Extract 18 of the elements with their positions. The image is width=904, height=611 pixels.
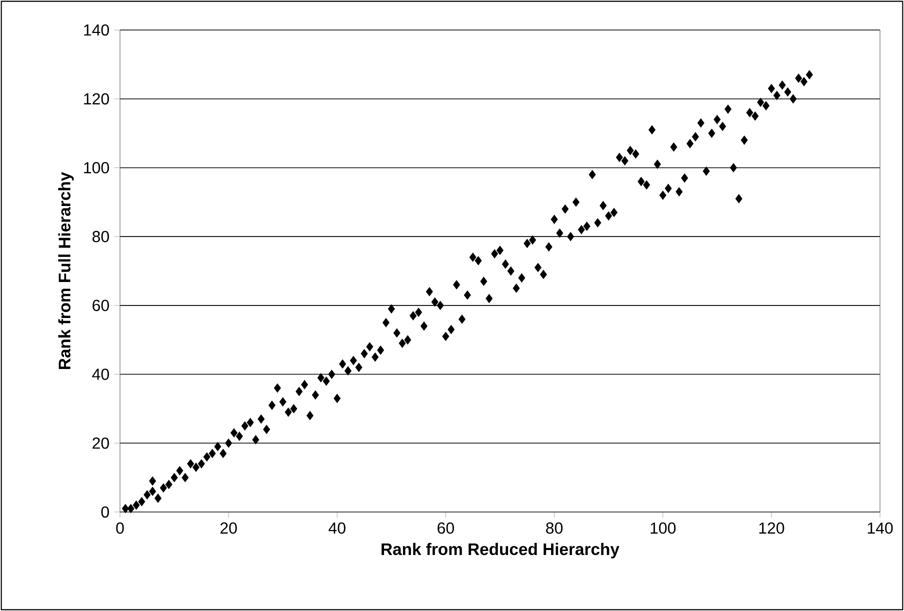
x-tick-label: 100 [650,522,676,534]
x-tick-label: 140 [868,522,893,534]
x-tick-label: 40 [328,522,346,534]
y-tick-label: 80 [92,230,109,242]
y-tick-label: 140 [84,24,109,36]
y-tick-label: 40 [92,368,109,380]
x-tick-label: 60 [438,522,454,534]
x-tick-label: 0 [116,522,124,534]
x-tick-label: 120 [759,522,784,534]
x-axis-title: Rank from Reduced Hierarchy [382,542,620,558]
y-axis-title: Rank from Full Hierarchy [58,172,74,369]
x-tick-label: 20 [220,522,237,534]
y-tick-label: 20 [92,437,109,449]
y-tick-label: 0 [101,506,109,518]
y-tick-label: 120 [84,93,109,105]
y-tick-label: 60 [92,300,109,312]
y-tick-label: 100 [84,162,109,174]
x-tick-label: 80 [546,522,563,534]
